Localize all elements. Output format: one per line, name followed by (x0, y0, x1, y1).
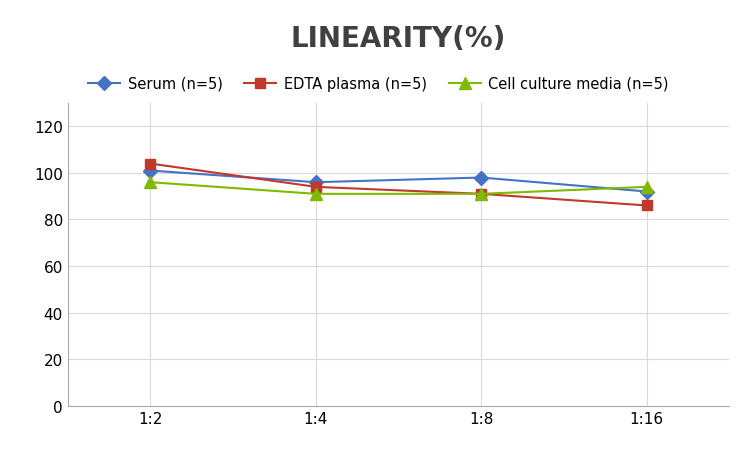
EDTA plasma (n=5) (146, 161, 155, 167)
Line: Cell culture media (n=5): Cell culture media (n=5) (145, 177, 652, 200)
Cell culture media (n=5) (311, 192, 320, 197)
Serum (n=5) (642, 189, 651, 195)
Serum (n=5) (146, 169, 155, 174)
EDTA plasma (n=5) (311, 185, 320, 190)
Cell culture media (n=5) (146, 180, 155, 185)
Serum (n=5) (311, 180, 320, 185)
Cell culture media (n=5) (642, 185, 651, 190)
Text: LINEARITY(%): LINEARITY(%) (291, 25, 506, 53)
Serum (n=5) (477, 175, 486, 181)
Line: Serum (n=5): Serum (n=5) (146, 166, 651, 197)
EDTA plasma (n=5) (477, 192, 486, 197)
Line: EDTA plasma (n=5): EDTA plasma (n=5) (146, 159, 651, 211)
EDTA plasma (n=5) (642, 203, 651, 209)
Legend: Serum (n=5), EDTA plasma (n=5), Cell culture media (n=5): Serum (n=5), EDTA plasma (n=5), Cell cul… (88, 77, 669, 92)
Cell culture media (n=5) (477, 192, 486, 197)
